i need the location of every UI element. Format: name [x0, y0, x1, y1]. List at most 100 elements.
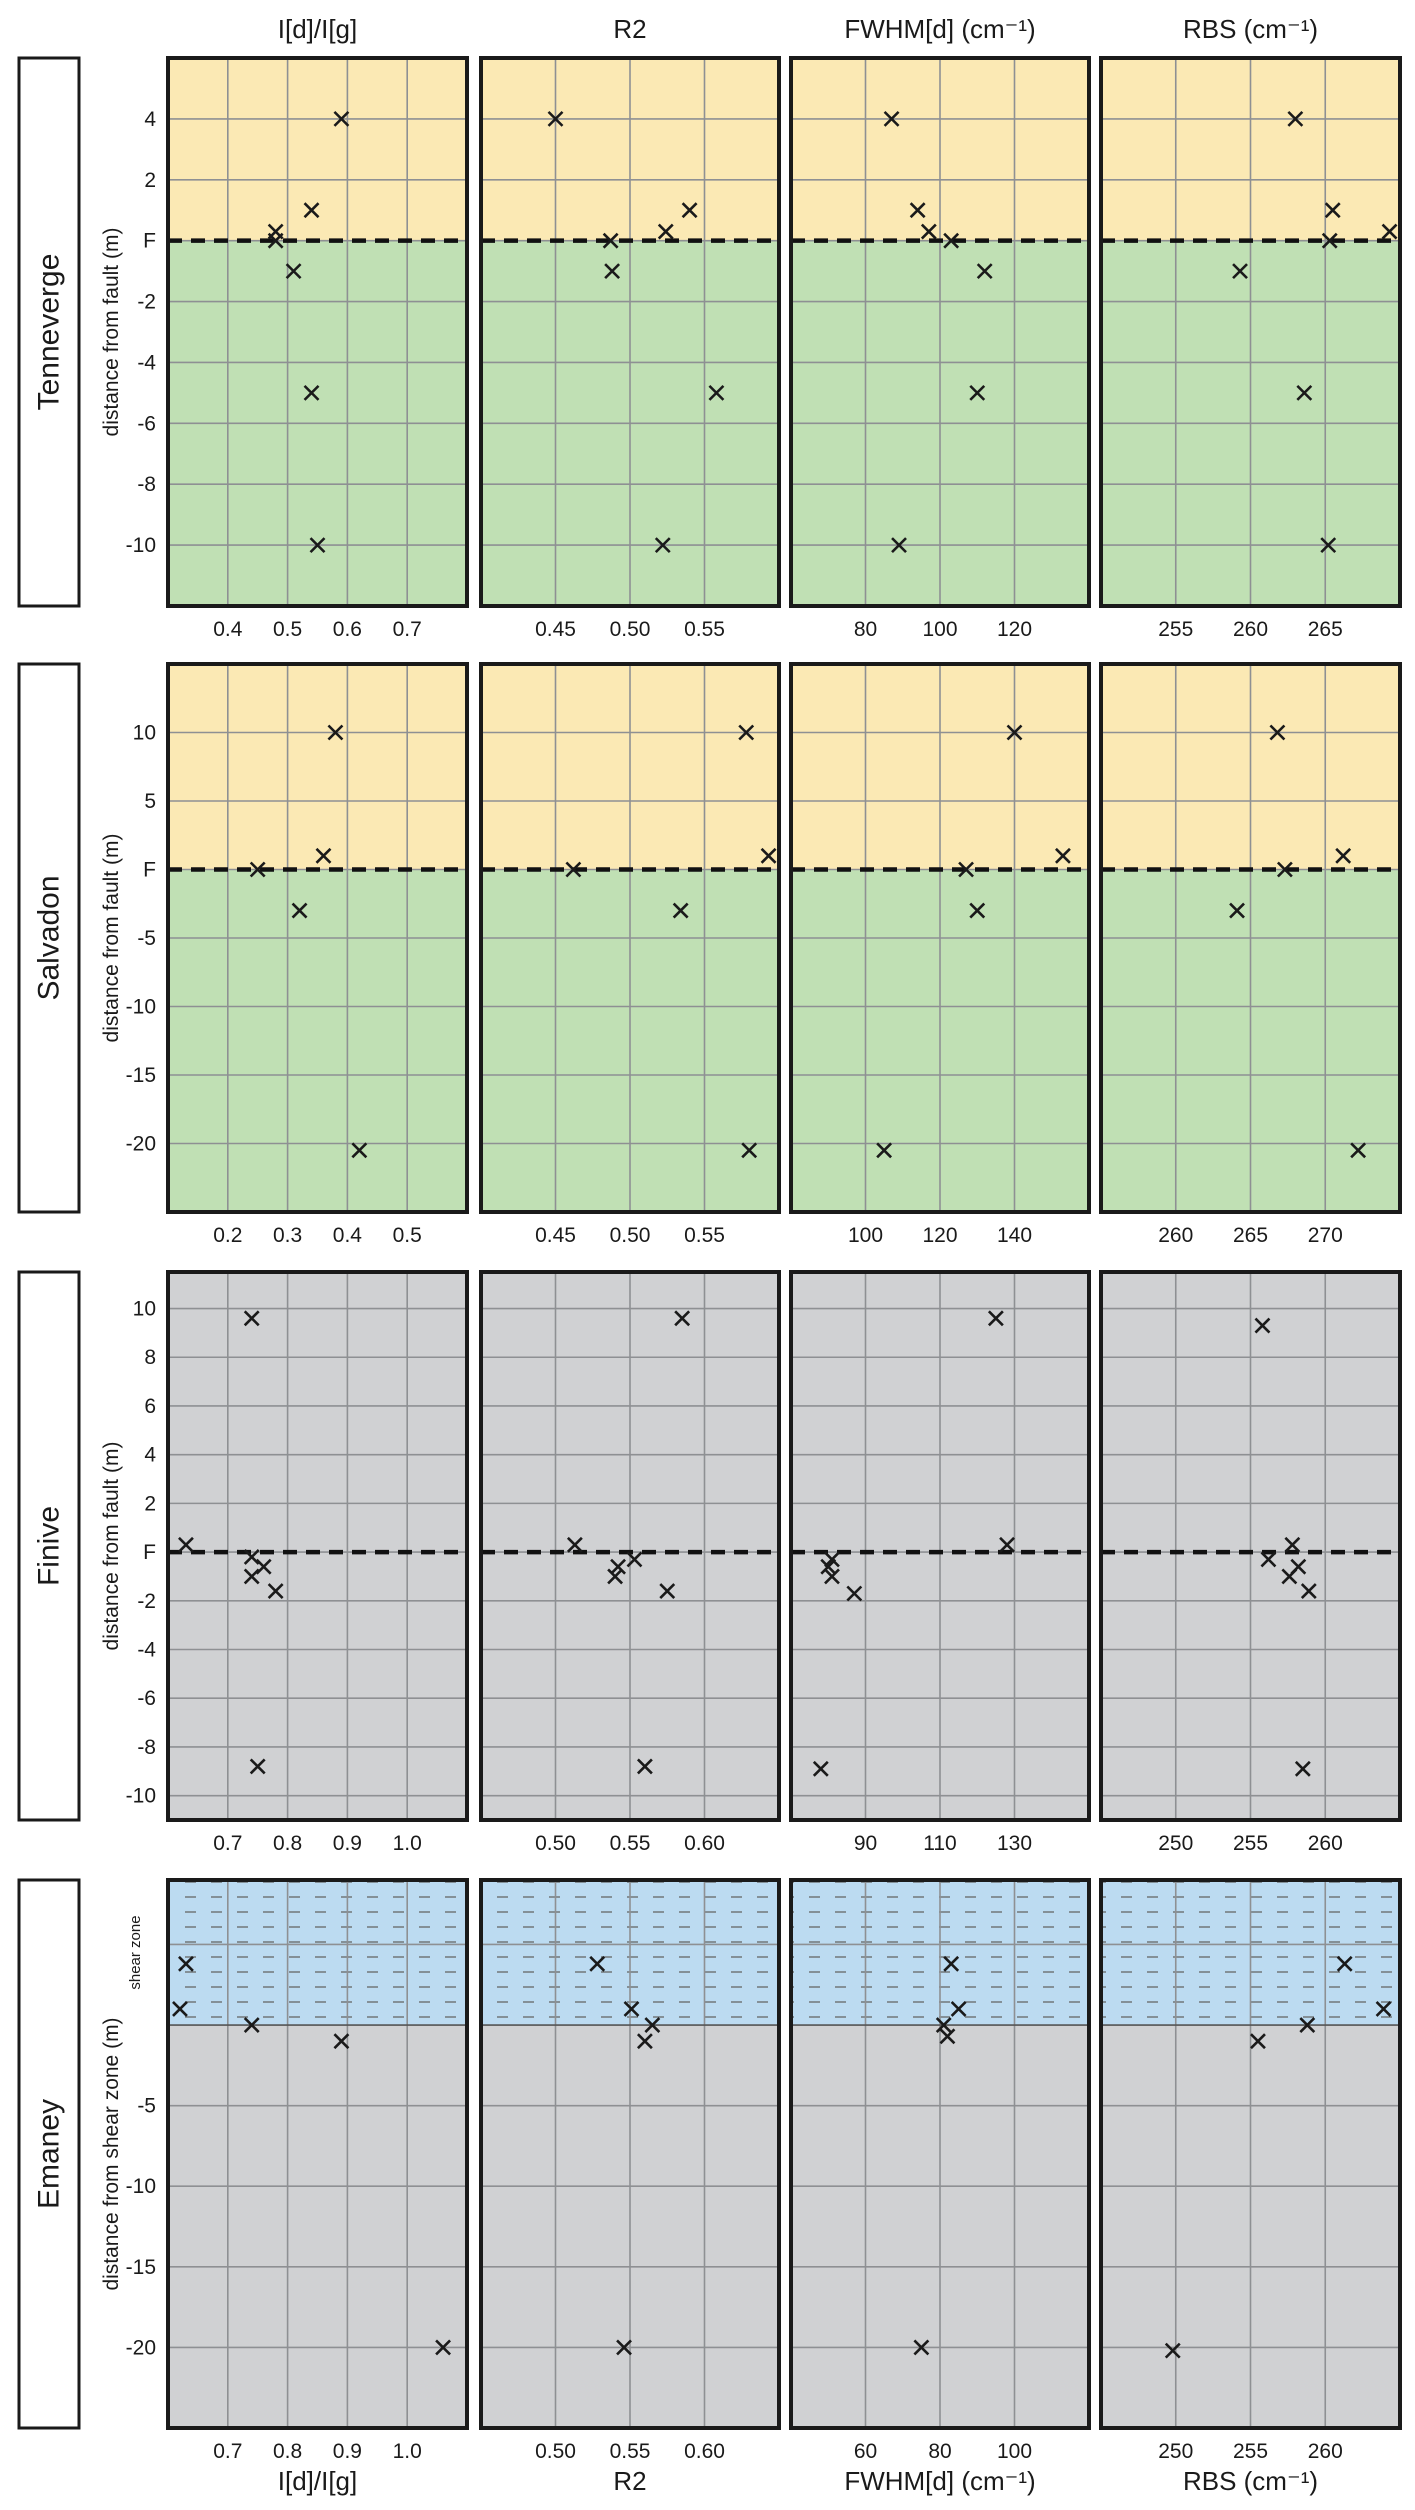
- data-point: [987, 1310, 1004, 1327]
- row-label-box: [17, 1878, 81, 2430]
- y-tick-label: -6: [137, 1687, 156, 1710]
- chart-row-emaney: Emaney distance from shear zone (m) shear …: [17, 1878, 1402, 2463]
- data-point: [636, 1758, 653, 1775]
- plot-area: [481, 58, 779, 606]
- x-tick-label: 140: [997, 1224, 1032, 1247]
- x-tick-label: 0.60: [684, 1832, 725, 1855]
- y-tick-label: -20: [126, 1133, 156, 1156]
- data-point: [969, 384, 986, 401]
- data-point: [1320, 537, 1337, 554]
- data-point: [708, 384, 725, 401]
- column-header-bottom: R2: [613, 2466, 646, 2496]
- column-header-bottom: I[d]/I[g]: [278, 2466, 358, 2496]
- plot-area: [1101, 1272, 1400, 1820]
- panel-salvadon-2: 0.45 0.50 0.55: [479, 662, 781, 1247]
- x-tick-label: 265: [1308, 618, 1343, 641]
- chart-row-tenneverge: Tenneverge distance from fault (m)0.4 0.5 0…: [17, 56, 1402, 641]
- y-tick-label: -5: [137, 927, 156, 950]
- data-point: [243, 2017, 260, 2033]
- plot-area: [1101, 664, 1400, 1212]
- y-tick-label: -15: [126, 2256, 156, 2279]
- data-point: [1287, 110, 1304, 127]
- data-point: [876, 1142, 893, 1159]
- data-point: [1254, 1317, 1271, 1334]
- panel-salvadon-4: 260 265 270: [1099, 662, 1402, 1247]
- data-point: [824, 1568, 840, 1585]
- data-point: [303, 384, 320, 401]
- data-point: [285, 263, 302, 280]
- y-tick-label: -20: [126, 2336, 156, 2359]
- row-label: Finive: [32, 1506, 65, 1586]
- x-tick-label: 0.50: [535, 1832, 576, 1855]
- x-tick-label: 60: [854, 2440, 877, 2463]
- x-tick-label: 120: [922, 1224, 957, 1247]
- data-point: [738, 724, 755, 741]
- row-label: Tenneverge: [32, 254, 65, 411]
- x-tick-label: 0.7: [393, 618, 422, 641]
- data-point: [999, 1536, 1015, 1553]
- data-point: [303, 202, 320, 219]
- panel-tenneverge-2: 0.45 0.50 0.55: [479, 56, 781, 641]
- x-tick-label: 270: [1308, 1224, 1343, 1247]
- plot-area: [481, 1272, 779, 1820]
- x-tick-label: 0.8: [273, 2440, 302, 2463]
- row-label-box: [17, 662, 81, 1214]
- y-tick-label: -6: [137, 412, 156, 435]
- y-tick-label: F: [143, 859, 156, 882]
- x-tick-label: 260: [1308, 2440, 1343, 2463]
- chart-rows: Tenneverge distance from fault (m)0.4 0.5 0…: [17, 56, 1402, 2463]
- x-tick-label: 260: [1308, 1832, 1343, 1855]
- data-point: [351, 1142, 368, 1159]
- x-tick-label: 0.55: [610, 2440, 651, 2463]
- data-point: [920, 223, 937, 240]
- column-header-bottom: RBS (cm⁻¹): [1183, 2466, 1318, 2496]
- x-tick-label: 120: [997, 618, 1032, 641]
- panel-frame: [166, 662, 469, 1214]
- zone-band: [168, 58, 467, 241]
- x-tick-label: 250: [1158, 2440, 1193, 2463]
- y-tick-label: F: [143, 230, 156, 253]
- plot-area: [791, 58, 1089, 606]
- y-tick-label: 2: [144, 169, 156, 192]
- x-tick-label: 80: [854, 618, 877, 641]
- y-tick-label: -4: [137, 351, 156, 374]
- panel-frame: [479, 1270, 781, 1822]
- panel-frame: [479, 662, 781, 1214]
- x-tick-label: 255: [1233, 1832, 1268, 1855]
- panel-frame: [166, 56, 469, 608]
- data-point: [883, 110, 900, 127]
- plot-area: [1101, 1880, 1400, 2428]
- panel-tenneverge-3: 80 100 120: [789, 56, 1091, 641]
- data-point: [1276, 861, 1293, 878]
- data-point: [1284, 1536, 1301, 1553]
- zone-band: [168, 869, 467, 1212]
- plot-area: [481, 1880, 779, 2428]
- x-tick-label: 100: [922, 618, 957, 641]
- panel-emaney-4: 250 255 260: [1099, 1878, 1402, 2463]
- data-point: [939, 2028, 956, 2045]
- data-point: [1055, 847, 1071, 864]
- data-point: [333, 110, 350, 127]
- x-tick-label: 0.7: [213, 1832, 242, 1855]
- x-tick-label: 80: [928, 2440, 951, 2463]
- row-label: Salvadon: [32, 875, 65, 1000]
- chart-row-finive: Finive distance from fault (m) 0.7 0.8 0.9 1.…: [17, 1270, 1402, 1855]
- data-point: [547, 110, 564, 127]
- data-point: [1232, 263, 1248, 280]
- y-tick-label: -2: [137, 291, 156, 314]
- data-point: [913, 2339, 930, 2356]
- y-tick-label: -15: [126, 1064, 156, 1087]
- data-point: [1324, 202, 1341, 219]
- data-point: [607, 1568, 624, 1585]
- x-tick-label: 100: [997, 2440, 1032, 2463]
- x-tick-label: 1.0: [393, 2440, 422, 2463]
- x-tick-label: 0.45: [535, 618, 576, 641]
- data-point: [1269, 724, 1286, 741]
- panel-frame: [479, 56, 781, 608]
- panel-emaney-1: 0.7 0.8 0.9 1.0 -5 -10 -15 -20: [126, 1878, 469, 2463]
- data-point: [178, 1536, 194, 1553]
- y-axis-label: distance from fault (m): [100, 228, 123, 437]
- panel-finive-2: 0.50 0.55 0.60: [479, 1270, 781, 1855]
- data-point: [1299, 2017, 1316, 2033]
- panel-frame: [1099, 56, 1402, 608]
